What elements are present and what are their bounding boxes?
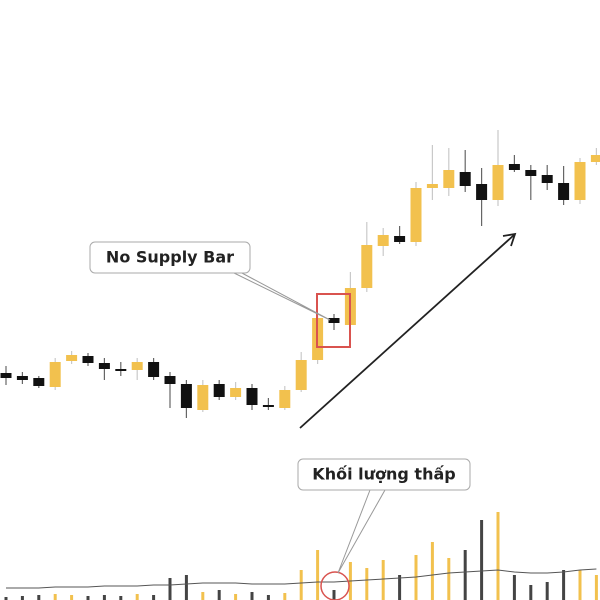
- candle-body: [443, 170, 455, 188]
- candle-body: [246, 388, 258, 405]
- volume-bar: [398, 575, 402, 600]
- volume-bar: [217, 590, 221, 600]
- volume-bar: [578, 570, 582, 600]
- volume-bar: [496, 512, 500, 600]
- candle-body: [82, 356, 94, 363]
- candle-body: [0, 373, 12, 378]
- marks: [0, 130, 600, 600]
- volume-bar: [430, 542, 434, 600]
- volume-bar: [594, 575, 598, 600]
- volume-bar: [37, 595, 41, 600]
- volume-bar: [463, 550, 467, 600]
- candle-body: [328, 318, 340, 323]
- candle-body: [410, 188, 422, 242]
- volume-bar: [102, 595, 106, 600]
- candle-body: [98, 363, 110, 369]
- candle-body: [16, 376, 28, 380]
- volume-bar: [283, 593, 287, 600]
- volume-bar: [234, 594, 238, 600]
- candle-body: [492, 165, 504, 200]
- candle-body: [197, 385, 209, 410]
- candle-body: [541, 175, 553, 183]
- volume-bar: [201, 592, 205, 600]
- volume-bar: [299, 570, 303, 600]
- volume-bar: [184, 575, 188, 600]
- volume-bar: [480, 520, 484, 600]
- candle-body: [295, 360, 307, 390]
- callout-pointer: [231, 271, 331, 321]
- volume-bar: [168, 578, 172, 600]
- annotation: Khối lượng thấp: [312, 465, 455, 484]
- candle-body: [574, 162, 586, 200]
- candle-body: [164, 376, 176, 384]
- volume-bar: [562, 570, 566, 600]
- candle-body: [33, 378, 45, 386]
- candle-body: [279, 390, 291, 408]
- volume-bar: [316, 550, 320, 600]
- highlight-box: [316, 293, 351, 348]
- candle-body: [590, 155, 600, 162]
- candle-body: [558, 183, 570, 200]
- volume-bar: [332, 590, 336, 600]
- candle-body: [66, 355, 78, 361]
- volume-bar: [512, 575, 516, 600]
- callout-box: [297, 458, 471, 491]
- callout-pointer: [337, 489, 386, 574]
- volume-bar: [70, 595, 74, 600]
- volume-bar: [381, 560, 385, 600]
- candle-body: [525, 170, 537, 176]
- arrow-head: [502, 232, 517, 247]
- candle-body: [476, 184, 488, 200]
- candle-body: [426, 184, 438, 188]
- volume-bar: [135, 594, 139, 600]
- volume-bar: [250, 592, 254, 600]
- candle-body: [459, 172, 471, 186]
- volume-bar: [152, 595, 156, 600]
- volume-bar: [119, 596, 123, 600]
- volume-bar: [4, 597, 8, 600]
- volume-bar: [529, 585, 533, 600]
- volume-bar: [447, 558, 451, 600]
- candle-body: [213, 384, 225, 397]
- volume-average-line: [6, 568, 597, 589]
- volume-bar: [266, 595, 270, 600]
- candle-body: [180, 384, 192, 408]
- callout-box: [89, 241, 251, 274]
- candle-body: [262, 405, 274, 407]
- volume-bar: [20, 596, 24, 600]
- candle-body: [377, 235, 389, 246]
- volume-bar: [365, 568, 369, 600]
- volume-bar: [53, 594, 57, 600]
- candle-body: [148, 362, 160, 377]
- candle-body: [508, 164, 520, 170]
- candle-body: [361, 245, 373, 288]
- highlight-circle: [320, 571, 350, 600]
- candle-body: [230, 388, 242, 397]
- candle-body: [394, 236, 406, 242]
- candle-body: [115, 369, 127, 371]
- candle-body: [49, 362, 61, 387]
- volume-bar: [86, 596, 90, 600]
- volume-bar: [545, 582, 549, 600]
- candle-body: [131, 362, 143, 370]
- annotation: No Supply Bar: [106, 248, 234, 267]
- trend-arrow: [299, 234, 515, 429]
